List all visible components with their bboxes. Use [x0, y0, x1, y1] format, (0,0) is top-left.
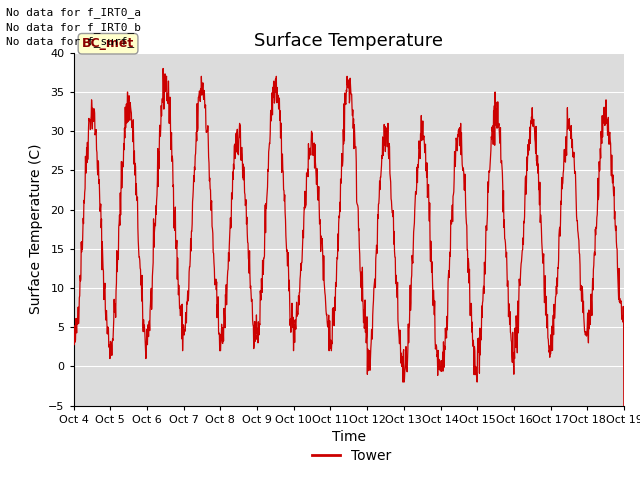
Y-axis label: Surface Temperature (C): Surface Temperature (C) [29, 144, 43, 314]
Text: No data for f_surf_: No data for f_surf_ [6, 36, 134, 47]
Text: BC_met: BC_met [82, 37, 134, 50]
Legend: Tower: Tower [307, 443, 397, 468]
Title: Surface Temperature: Surface Temperature [254, 32, 444, 50]
Text: No data for f_IRT0_a: No data for f_IRT0_a [6, 7, 141, 18]
Text: No data for f_IRT0_b: No data for f_IRT0_b [6, 22, 141, 33]
X-axis label: Time: Time [332, 430, 366, 444]
